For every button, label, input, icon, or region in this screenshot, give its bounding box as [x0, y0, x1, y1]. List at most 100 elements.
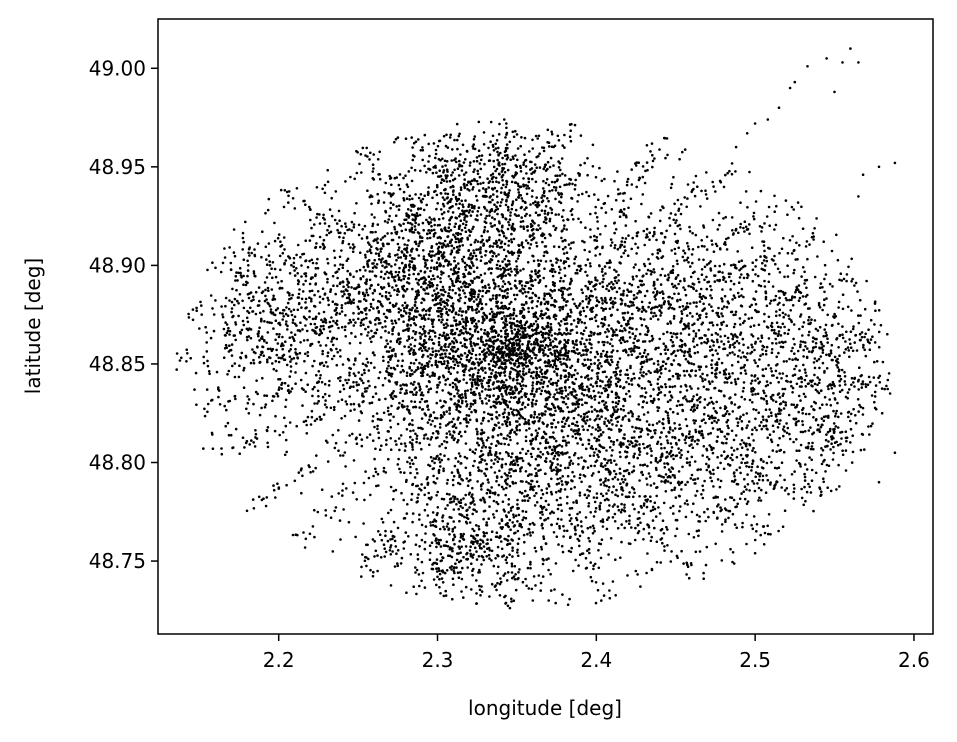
- data-point: [464, 389, 467, 393]
- data-point: [493, 404, 496, 408]
- data-point: [528, 359, 531, 363]
- data-point: [597, 300, 601, 304]
- data-point: [452, 508, 456, 511]
- data-point: [802, 503, 805, 507]
- data-point: [527, 347, 530, 350]
- data-point: [572, 346, 576, 349]
- data-point: [337, 492, 341, 495]
- data-point: [518, 362, 522, 365]
- data-point: [589, 212, 592, 216]
- data-point: [579, 340, 582, 344]
- data-point: [385, 443, 388, 446]
- data-point: [798, 296, 802, 300]
- data-point: [774, 223, 778, 227]
- data-point: [510, 600, 513, 603]
- data-point: [599, 428, 602, 432]
- data-point: [547, 333, 551, 337]
- data-point: [487, 349, 491, 352]
- data-point: [508, 435, 512, 439]
- data-point: [515, 293, 519, 297]
- data-point: [418, 441, 422, 445]
- data-point: [428, 250, 432, 253]
- data-point: [590, 410, 594, 413]
- data-point: [480, 449, 483, 453]
- data-point: [388, 291, 391, 295]
- data-point: [654, 314, 658, 318]
- data-point: [472, 264, 475, 267]
- data-point: [432, 474, 435, 478]
- data-point: [349, 385, 353, 389]
- data-point: [663, 462, 666, 465]
- data-point: [388, 174, 392, 178]
- data-point: [426, 405, 429, 409]
- data-point: [759, 533, 762, 537]
- data-point: [645, 144, 649, 147]
- data-point: [528, 368, 531, 371]
- data-point: [427, 408, 430, 411]
- data-point: [767, 363, 770, 367]
- data-point: [529, 287, 533, 291]
- data-point: [604, 384, 607, 387]
- data-point: [595, 384, 599, 388]
- data-point: [669, 470, 672, 474]
- data-point: [498, 522, 501, 525]
- data-point: [438, 572, 442, 576]
- data-point: [590, 346, 593, 350]
- data-point: [518, 346, 521, 350]
- data-point: [562, 227, 566, 230]
- data-point: [751, 462, 754, 466]
- data-point: [592, 496, 596, 499]
- data-point: [342, 236, 345, 240]
- data-point: [439, 592, 442, 595]
- data-point: [519, 467, 522, 471]
- data-point: [523, 417, 527, 421]
- data-point: [633, 350, 636, 353]
- data-point: [389, 485, 393, 489]
- data-point: [452, 366, 456, 370]
- data-point: [480, 390, 484, 393]
- data-point: [640, 310, 644, 313]
- data-point: [383, 555, 387, 558]
- data-point: [615, 424, 618, 427]
- data-point: [527, 370, 531, 374]
- data-point: [674, 534, 677, 538]
- data-point: [547, 485, 551, 488]
- data-point: [504, 332, 507, 335]
- data-point: [716, 323, 719, 327]
- data-point: [630, 283, 634, 287]
- data-point: [454, 562, 457, 565]
- data-point: [570, 310, 573, 314]
- data-point: [393, 319, 397, 323]
- data-point: [760, 427, 764, 431]
- data-point: [555, 345, 559, 349]
- data-point: [410, 458, 414, 462]
- data-point: [818, 286, 822, 290]
- data-point: [608, 355, 612, 358]
- data-point: [605, 335, 609, 339]
- data-point: [506, 404, 509, 407]
- data-point: [363, 559, 367, 563]
- data-point: [628, 326, 632, 330]
- data-point: [392, 520, 396, 524]
- data-point: [435, 293, 438, 297]
- data-point: [331, 433, 335, 437]
- data-point: [316, 389, 320, 393]
- data-point: [260, 406, 263, 410]
- data-point: [206, 410, 209, 414]
- data-point: [195, 403, 198, 407]
- data-point: [465, 358, 469, 362]
- data-point: [530, 357, 533, 360]
- data-point: [310, 258, 314, 262]
- data-point: [546, 197, 549, 200]
- data-point: [756, 472, 760, 476]
- data-point: [547, 362, 550, 365]
- data-point: [671, 265, 675, 268]
- data-point: [580, 288, 583, 292]
- data-point: [596, 352, 600, 356]
- data-point: [752, 215, 755, 218]
- data-point: [457, 416, 460, 420]
- data-point: [540, 378, 543, 382]
- data-point: [450, 471, 454, 474]
- data-point: [649, 383, 653, 387]
- data-point: [487, 344, 491, 347]
